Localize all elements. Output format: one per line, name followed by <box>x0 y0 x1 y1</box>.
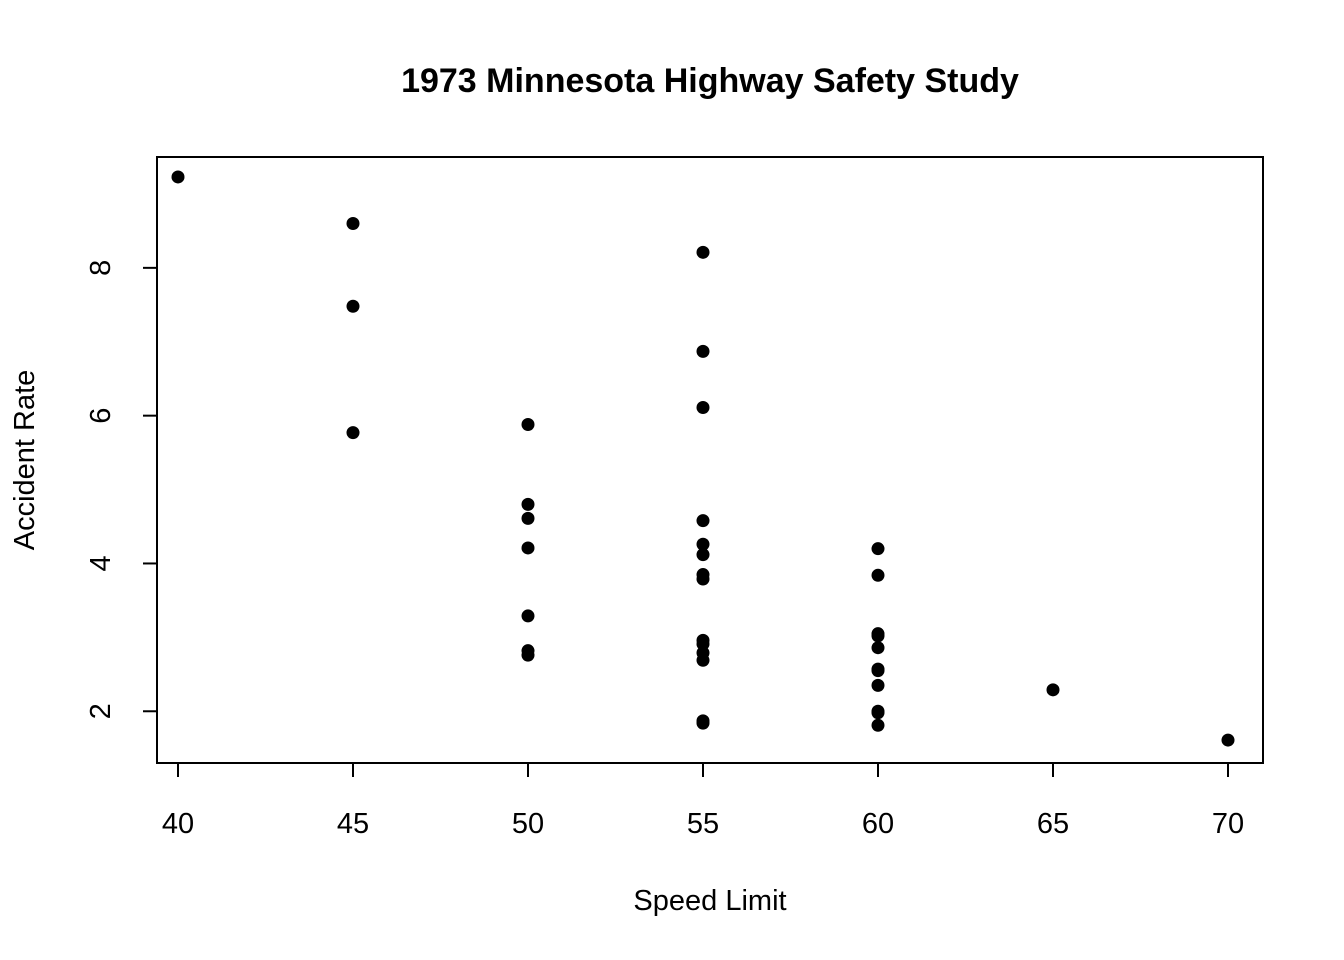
plot-frame <box>156 156 1264 764</box>
data-point <box>871 678 885 692</box>
data-point <box>521 541 535 555</box>
x-tick-label: 45 <box>337 808 369 840</box>
x-tick-label: 60 <box>862 808 894 840</box>
data-point <box>696 514 710 528</box>
data-point <box>871 664 885 678</box>
data-point <box>346 299 360 313</box>
x-tick-label: 50 <box>512 808 544 840</box>
data-point <box>696 537 710 551</box>
data-point <box>346 426 360 440</box>
data-point <box>346 217 360 231</box>
y-tick-label: 6 <box>85 408 117 424</box>
data-point <box>521 609 535 623</box>
data-point <box>871 718 885 732</box>
data-point <box>696 653 710 667</box>
x-axis: 40 45 50 55 60 65 70 <box>162 762 1244 840</box>
data-point <box>1046 683 1060 697</box>
data-point <box>871 568 885 582</box>
data-point <box>521 418 535 432</box>
data-point <box>696 548 710 562</box>
data-point <box>521 648 535 662</box>
data-point <box>696 344 710 358</box>
data-point <box>696 401 710 415</box>
y-tick-label: 2 <box>85 703 117 719</box>
data-point <box>871 641 885 655</box>
data-point <box>521 511 535 525</box>
x-tick-label: 40 <box>162 808 194 840</box>
data-point <box>521 497 535 511</box>
y-axis: 2 4 6 8 <box>85 260 158 719</box>
x-tick-label: 65 <box>1037 808 1069 840</box>
x-axis-label: Speed Limit <box>633 885 786 917</box>
x-tick-label: 70 <box>1212 808 1244 840</box>
chart-title: 1973 Minnesota Highway Safety Study <box>401 62 1019 100</box>
data-point <box>171 170 185 184</box>
data-point <box>1221 733 1235 747</box>
data-points <box>171 170 1235 747</box>
y-tick-label: 4 <box>85 555 117 571</box>
x-tick-label: 55 <box>687 808 719 840</box>
y-axis-label: Accident Rate <box>9 370 41 551</box>
data-point <box>696 716 710 730</box>
data-point <box>696 245 710 259</box>
y-tick-label: 8 <box>85 260 117 276</box>
data-point <box>871 542 885 556</box>
data-point <box>696 572 710 586</box>
data-point <box>871 629 885 643</box>
data-point <box>871 706 885 720</box>
